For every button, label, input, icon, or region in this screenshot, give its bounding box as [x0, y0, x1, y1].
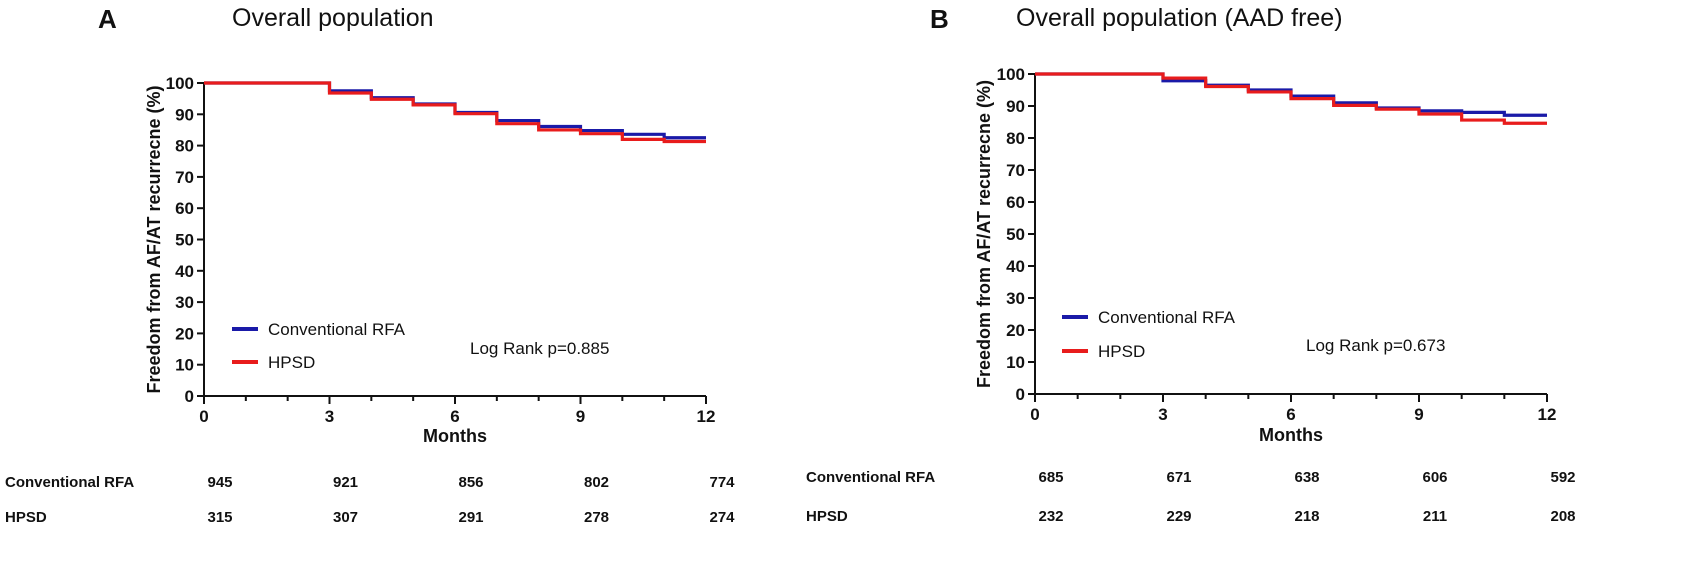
log-rank-annotation: Log Rank p=0.885 [470, 339, 609, 358]
y-tick-label: 90 [1006, 97, 1025, 116]
y-tick-label: 70 [175, 168, 194, 187]
y-tick-label: 10 [1006, 353, 1025, 372]
y-tick-label: 90 [175, 105, 194, 124]
km-curve-hpsd [204, 81, 706, 144]
y-axis-title: Freedom from AF/AT recurrecne (%) [144, 85, 164, 393]
x-tick-label: 0 [1030, 405, 1039, 424]
risk-value: 945 [207, 474, 232, 491]
y-tick-label: 70 [1006, 161, 1025, 180]
risk-row-label: HPSD [806, 508, 848, 525]
x-tick-label: 9 [576, 407, 585, 426]
y-tick-label: 0 [185, 387, 194, 406]
y-tick-label: 60 [1006, 193, 1025, 212]
risk-value: 229 [1166, 508, 1191, 525]
x-tick-label: 0 [199, 407, 208, 426]
legend-label: Conventional RFA [268, 320, 406, 339]
risk-value: 856 [458, 474, 483, 491]
y-tick-label: 80 [175, 137, 194, 156]
y-tick-label: 20 [175, 324, 194, 343]
y-tick-label: 20 [1006, 321, 1025, 340]
risk-value: 307 [333, 509, 358, 526]
risk-value: 685 [1038, 469, 1063, 486]
y-tick-label: 50 [175, 231, 194, 250]
risk-value: 774 [709, 474, 735, 491]
x-tick-label: 9 [1414, 405, 1423, 424]
risk-value: 218 [1294, 508, 1319, 525]
chart-title: Overall population [232, 4, 434, 32]
x-tick-label: 12 [1538, 405, 1557, 424]
risk-value: 278 [584, 509, 609, 526]
y-tick-label: 100 [166, 74, 194, 93]
risk-value: 638 [1294, 469, 1319, 486]
x-axis-title: Months [423, 426, 487, 446]
risk-value: 232 [1038, 508, 1063, 525]
risk-value: 211 [1423, 508, 1447, 525]
y-axis-title: Freedom from AF/AT recurrecne (%) [974, 80, 994, 388]
panel-letter: A [98, 4, 117, 34]
risk-row-label: HPSD [5, 509, 47, 526]
risk-value: 592 [1550, 469, 1575, 486]
x-tick-label: 3 [1158, 405, 1167, 424]
risk-row-label: Conventional RFA [806, 469, 935, 486]
y-tick-label: 30 [1006, 289, 1025, 308]
y-tick-label: 30 [175, 293, 194, 312]
chart-b: 0 10 20 30 40 50 60 70 80 90 100 0 3 6 9 12 Months Freedo… [806, 65, 1576, 525]
chart-title: Overall population (AAD free) [1016, 4, 1343, 32]
legend-label: HPSD [1098, 342, 1145, 361]
risk-value: 291 [458, 509, 483, 526]
x-tick-label: 6 [450, 407, 459, 426]
panel-letter: B [930, 4, 949, 34]
risk-value: 315 [207, 509, 232, 526]
km-curve-hpsd [1035, 72, 1547, 125]
risk-value: 921 [333, 474, 358, 491]
panel-b: B Overall population (AAD free) 0 10 20 30 4… [806, 0, 1687, 577]
risk-value: 274 [709, 509, 735, 526]
y-tick-label: 40 [1006, 257, 1025, 276]
risk-value: 208 [1550, 508, 1575, 525]
x-tick-label: 6 [1286, 405, 1295, 424]
y-tick-label: 40 [175, 262, 194, 281]
legend-label: Conventional RFA [1098, 308, 1236, 327]
log-rank-annotation: Log Rank p=0.673 [1306, 336, 1445, 355]
risk-value: 606 [1422, 469, 1447, 486]
x-axis-title: Months [1259, 425, 1323, 445]
y-tick-label: 10 [175, 356, 194, 375]
y-tick-label: 60 [175, 199, 194, 218]
y-tick-label: 50 [1006, 225, 1025, 244]
panel-a: A Overall population 0 10 20 30 40 50 60 70 80 90… [0, 0, 840, 577]
risk-value: 671 [1166, 469, 1191, 486]
y-tick-label: 0 [1016, 385, 1025, 404]
risk-value: 802 [584, 474, 609, 491]
legend-label: HPSD [268, 353, 315, 372]
y-tick-label: 100 [997, 65, 1025, 84]
x-tick-label: 12 [697, 407, 716, 426]
risk-row-label: Conventional RFA [5, 474, 134, 491]
chart-a: 0 10 20 30 40 50 60 70 80 90 100 0 3 6 9 12 Months Freedo… [5, 74, 735, 526]
x-tick-label: 3 [325, 407, 334, 426]
y-tick-label: 80 [1006, 129, 1025, 148]
